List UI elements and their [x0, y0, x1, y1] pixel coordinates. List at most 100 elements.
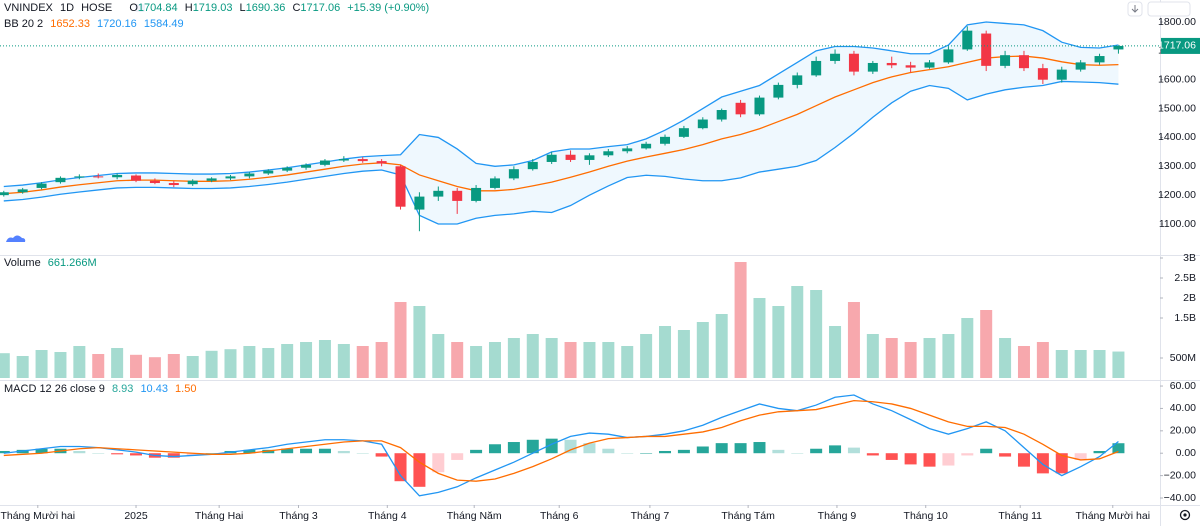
volume-bar [451, 342, 464, 378]
macd-histogram-bar [205, 453, 218, 454]
volume-bar [470, 346, 483, 378]
x-tick-label: Tháng 6 [540, 510, 579, 522]
macd-histogram-bar [167, 453, 180, 458]
candle-body [527, 161, 538, 170]
x-tick-label: Tháng 4 [368, 510, 407, 522]
volume-bar [904, 342, 917, 378]
collapse-button[interactable] [135, 4, 145, 12]
x-tick-label: Tháng Hai [195, 510, 243, 522]
volume-bar [980, 310, 993, 378]
volume-bar [16, 356, 29, 378]
candle-body [452, 190, 463, 201]
macd-histogram-bar [1112, 443, 1125, 454]
macd-histogram-bar [885, 453, 898, 460]
settings-button[interactable] [1147, 1, 1191, 17]
scroll-button[interactable] [1127, 1, 1143, 17]
x-tick-label: Tháng 3 [279, 510, 318, 522]
open-value: 1704.84 [137, 2, 178, 14]
volume-bar [659, 326, 672, 378]
signal-line [3, 399, 1119, 482]
x-tick-label: Tháng Năm [447, 510, 502, 522]
macd-histogram-bar [526, 439, 539, 454]
volume-bar [488, 342, 501, 378]
candle-body [433, 190, 444, 197]
macd-histogram-bar [659, 450, 672, 454]
candle-body [697, 119, 708, 129]
macd-histogram-bar [923, 453, 936, 467]
y-tick-label: 20.00 [1170, 425, 1196, 437]
volume-bar [1093, 350, 1106, 378]
last-price-label: 1717.06 [1158, 40, 1196, 52]
settings-gear[interactable] [1179, 509, 1191, 521]
macd-line [3, 394, 1119, 497]
volume-bar [111, 348, 124, 378]
candle-body [149, 180, 160, 184]
macd-histogram-bar [243, 449, 256, 454]
candle-body [36, 183, 47, 188]
x-tick-label: 2025 [124, 510, 148, 522]
candle-body [471, 187, 482, 201]
candle-body [1018, 55, 1029, 69]
candle-body [867, 62, 878, 72]
volume-bar [847, 302, 860, 378]
x-tick-label: Tháng 11 [998, 510, 1042, 522]
macd-histogram-bar [583, 443, 596, 454]
candle-body [886, 62, 897, 66]
candle-body [131, 175, 142, 181]
macd-histogram-bar [942, 453, 955, 466]
macd-histogram-bar [0, 450, 10, 454]
candle-body [943, 49, 954, 63]
volume-bar [0, 353, 10, 378]
macd-histogram-bar [130, 453, 143, 456]
volume-bar [1036, 342, 1049, 378]
volume-bar [54, 352, 67, 378]
macd-histogram-bar [734, 443, 747, 454]
candle-body [1094, 56, 1105, 63]
volume-bar [281, 344, 294, 378]
tv-logo [6, 235, 26, 242]
volume-bar [715, 314, 728, 378]
volume-bar [432, 334, 445, 378]
candle-body [1000, 55, 1011, 66]
volume-bar [772, 306, 785, 378]
macd-histogram-bar [545, 438, 558, 454]
candle-body [584, 155, 595, 160]
volume-bar [243, 346, 256, 378]
macd-value: 10.43 [140, 383, 168, 395]
macd-histogram-bar [847, 447, 860, 454]
macd-histogram-bar [451, 453, 464, 460]
y-tick-label: 1100.00 [1159, 218, 1196, 230]
candle-body [508, 169, 519, 179]
macd-histogram-bar [772, 449, 785, 454]
volume-bar [791, 286, 804, 378]
y-tick-label: 2B [1183, 292, 1196, 304]
x-tick-label: Tháng 9 [818, 510, 857, 522]
volume-bar [318, 340, 331, 378]
candle-body [546, 154, 557, 162]
volume-bar [224, 349, 237, 378]
y-tick-label: 1300.00 [1158, 160, 1196, 172]
close-label: C [292, 2, 301, 14]
volume-bar [73, 346, 86, 378]
macd-histogram-bar [904, 453, 917, 465]
volume-bar [394, 302, 407, 378]
y-tick-label: 40.00 [1170, 402, 1196, 414]
macd-histogram-bar [980, 448, 993, 454]
macd-histogram-bar [35, 448, 48, 454]
y-tick-label: 1800.00 [1158, 16, 1196, 28]
x-tick-label: Tháng Mười hai [1075, 510, 1150, 522]
candle-body [187, 180, 198, 185]
volume-bar [148, 357, 161, 378]
volume-bar [923, 338, 936, 378]
candle-body [414, 196, 425, 210]
volume-bar [602, 342, 615, 378]
y-tick-label: 3B [1183, 252, 1196, 264]
macd-histogram-bar [810, 448, 823, 454]
macd-histogram-bar [866, 453, 879, 456]
y-tick-label: 0.00 [1176, 447, 1197, 459]
open-label: O [129, 2, 138, 14]
macd-histogram-bar [432, 453, 445, 473]
macd-histogram-bar [73, 450, 86, 454]
candle-body [811, 60, 822, 76]
macd-histogram-bar [1093, 450, 1106, 454]
